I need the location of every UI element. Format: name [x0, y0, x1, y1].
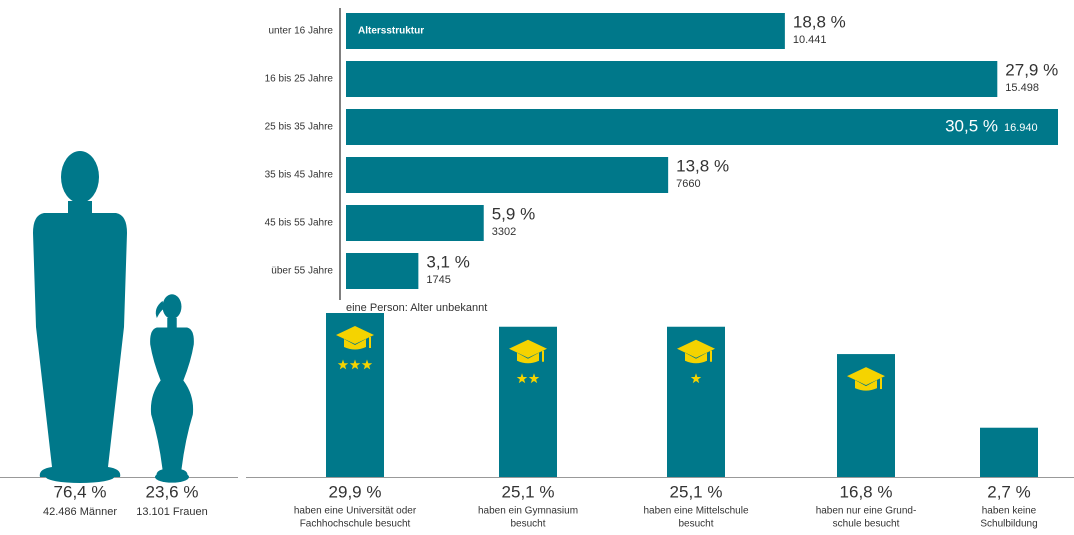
star [361, 359, 373, 370]
figure-foot [154, 471, 190, 483]
value-label: 30,5 % [945, 116, 998, 135]
star [337, 359, 349, 370]
category-label: haben ein Gymnasium [478, 506, 578, 517]
category-label: über 55 Jahre [271, 266, 333, 277]
cap [847, 367, 885, 386]
cap [685, 352, 707, 364]
figure [33, 151, 127, 483]
figure-part [33, 213, 127, 477]
bar [346, 61, 998, 97]
value-label: 18,8 % [793, 12, 846, 31]
count-label: 16.940 [1004, 122, 1038, 134]
category-label: haben eine Universität oder [294, 506, 417, 517]
figure-head [162, 294, 182, 319]
note: eine Person: Alter unbekannt [346, 302, 487, 314]
cap [509, 339, 547, 358]
graduation-icon [847, 367, 885, 391]
category-label: 35 bis 45 Jahre [265, 170, 334, 181]
value-label: 16,8 % [840, 482, 893, 501]
star [349, 359, 361, 370]
count-label: 7660 [676, 178, 700, 190]
count-label: 10.441 [793, 34, 827, 46]
category-label: schule besucht [833, 519, 900, 530]
category-label: haben eine Mittelschule [643, 506, 749, 517]
bar [346, 109, 1058, 145]
cap [855, 380, 877, 391]
count-label: 15.498 [1005, 82, 1039, 94]
chart-title: Altersstruktur [358, 26, 424, 37]
graduation-icon [509, 339, 547, 384]
value-label: 25,1 % [670, 482, 723, 501]
count-label: 1745 [426, 274, 450, 286]
value-label: 27,9 % [1005, 60, 1058, 79]
value-label: 23,6 % [146, 482, 199, 501]
cap [517, 352, 539, 364]
category-label: haben keine [982, 506, 1037, 517]
bar [980, 427, 1038, 477]
figure-part [155, 300, 165, 318]
star [516, 373, 528, 384]
category-label: besucht [678, 519, 713, 530]
bar [346, 157, 669, 193]
bar [346, 13, 785, 49]
value-label: 29,9 % [329, 482, 382, 501]
category-label: Schulbildung [980, 519, 1037, 530]
count-label: 3302 [492, 226, 516, 238]
value-label: 13,8 % [676, 156, 729, 175]
caption: 13.101 Frauen [136, 506, 208, 518]
value-label: 76,4 % [54, 482, 107, 501]
category-label: 16 bis 25 Jahre [265, 74, 334, 85]
category-label: unter 16 Jahre [269, 26, 334, 37]
category-label: 45 bis 55 Jahre [265, 218, 334, 229]
value-label: 25,1 % [502, 482, 555, 501]
figure-part [68, 201, 92, 215]
figure-foot [46, 471, 114, 483]
value-label: 3,1 % [426, 252, 469, 271]
value-label: 2,7 % [987, 482, 1030, 501]
graduation-icon [677, 339, 715, 384]
figure-part [167, 317, 177, 330]
cap [344, 339, 366, 350]
star [528, 373, 540, 384]
figure [150, 294, 194, 483]
category-label: besucht [510, 519, 545, 530]
cap [677, 339, 715, 358]
category-label: haben nur eine Grund- [816, 506, 917, 517]
star [690, 373, 702, 384]
figure-head [61, 151, 99, 203]
bar [346, 205, 484, 241]
category-label: Fachhochschule besucht [300, 519, 411, 530]
graduation-icon [336, 326, 374, 370]
category-label: 25 bis 35 Jahre [265, 122, 334, 133]
caption: 42.486 Männer [43, 506, 117, 518]
cap [336, 326, 374, 344]
value-label: 5,9 % [492, 204, 535, 223]
figure-part [150, 327, 194, 477]
bar [346, 253, 419, 289]
